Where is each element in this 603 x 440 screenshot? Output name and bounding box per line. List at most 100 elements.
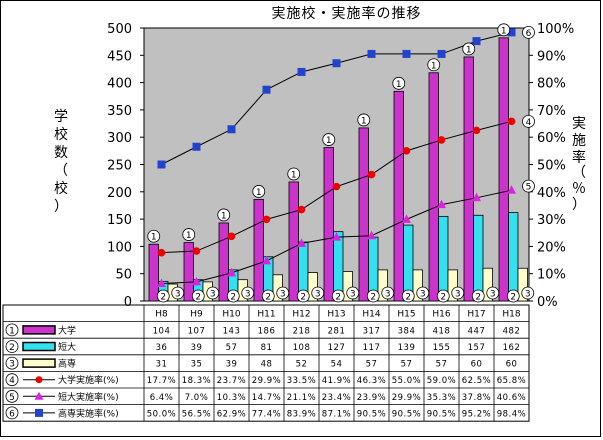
table-cell: 162: [503, 343, 521, 353]
y-right-label: ）: [572, 197, 586, 213]
table-cell: 482: [503, 326, 521, 336]
bar-1: [498, 37, 509, 302]
point-series-5: [472, 192, 481, 202]
legend-marker: 2: [9, 343, 15, 353]
table-cell: 23.7%: [217, 376, 247, 386]
table-cell: 57: [366, 360, 378, 370]
bar-2-marker-circle: [436, 289, 450, 303]
y-right-tick-label: 100%: [537, 22, 574, 37]
point-series-5: [227, 267, 236, 277]
table-cell: 90.5%: [357, 409, 387, 419]
bar-2-marker: 2: [335, 293, 341, 303]
line-6-end-marker-circle: [522, 25, 535, 39]
legend-marker: 4: [9, 376, 15, 386]
bar-2-marker: 2: [230, 293, 236, 303]
legend-marker-circle: [5, 373, 19, 387]
bar-3-marker: 3: [490, 290, 496, 300]
point-series-6: [437, 49, 446, 58]
table-cell: 41.9%: [322, 376, 352, 386]
bar-1: [288, 181, 299, 302]
y-right-label: 率: [572, 149, 586, 166]
legend-point: [35, 408, 43, 417]
point-series-4: [227, 232, 236, 241]
table-cell: 55.0%: [392, 376, 422, 386]
bar-1-marker-circle: [217, 208, 231, 222]
point-series-4: [472, 126, 481, 135]
bar-2-marker-circle: [296, 289, 310, 303]
bar-2-marker-circle: [471, 289, 485, 303]
table-cell: 23.9%: [357, 393, 387, 403]
bar-1-marker: 1: [256, 188, 262, 198]
point-series-4: [262, 215, 271, 224]
y-left-tick-label: 200: [107, 186, 132, 201]
point-series-5: [332, 232, 341, 241]
legend-marker-circle: [5, 340, 19, 353]
bar-2-marker: 2: [440, 293, 446, 303]
y-left-label: 学: [54, 109, 68, 125]
table-cell: 39: [226, 360, 238, 370]
bar-1-marker: 1: [221, 211, 227, 221]
y-right-tick-label: 10%: [537, 268, 566, 283]
table-cell: 65.8%: [497, 376, 527, 386]
y-left-label: 数: [54, 145, 68, 161]
table-cell: 104: [153, 326, 171, 336]
category-label: H8: [155, 310, 168, 320]
table-cell: 23.4%: [322, 393, 352, 403]
point-series-4: [402, 147, 411, 155]
table-cell: 57: [436, 360, 448, 370]
table-cell: 117: [363, 343, 381, 353]
bar-2-marker-circle: [401, 289, 415, 303]
point-series-4: [297, 205, 306, 214]
y-right-tick-label: 20%: [537, 240, 566, 255]
line-5-end-marker-circle: [522, 179, 535, 193]
legend-label: 大学実施率(%): [58, 374, 119, 386]
table-cell: 54: [331, 360, 343, 370]
table-cell: 281: [328, 326, 346, 336]
bar-3-marker: 3: [315, 290, 321, 300]
bar-2-marker-circle: [191, 289, 205, 303]
point-series-5: [262, 255, 271, 265]
point-series-6: [367, 49, 376, 58]
bar-1-marker-circle: [427, 58, 441, 72]
bar-1-marker: 1: [501, 26, 507, 36]
table-cell: 14.7%: [252, 393, 282, 403]
table-cell: 21.1%: [287, 393, 317, 403]
point-series-5: [157, 278, 166, 288]
bar-3-marker-circle: [451, 286, 465, 300]
bar-3: [447, 269, 458, 302]
point-series-6: [192, 142, 201, 151]
point-series-6: [262, 85, 271, 94]
point-series-5: [507, 185, 516, 194]
bar-1-marker: 1: [291, 170, 297, 180]
bar-1: [463, 56, 474, 302]
legend-marker-circle: [5, 389, 19, 403]
table-cell: 127: [328, 343, 346, 353]
y-right-tick-label: 40%: [537, 186, 566, 201]
category-label: H14: [362, 310, 380, 320]
y-right-tick-label: 80%: [537, 77, 566, 92]
table-cell: 447: [468, 326, 486, 336]
category-label: H9: [190, 310, 203, 320]
y-left-label: ）: [54, 199, 68, 215]
table-cell: 155: [433, 343, 451, 353]
table-cell: 186: [258, 326, 276, 336]
bar-1-marker: 1: [151, 233, 157, 243]
table-cell: 29.9%: [392, 393, 422, 403]
point-series-4: [437, 136, 446, 144]
bar-1: [148, 243, 159, 302]
table-cell: 95.2%: [462, 409, 492, 419]
point-series-5: [297, 238, 306, 247]
table-cell: 83.9%: [287, 409, 317, 419]
bar-3-marker: 3: [210, 290, 216, 300]
y-left-tick-label: 500: [107, 22, 132, 37]
table-cell: 6.4%: [150, 393, 174, 403]
bar-2-marker-circle: [226, 289, 240, 303]
point-series-6: [332, 59, 341, 68]
bar-1-marker: 1: [466, 45, 472, 55]
bar-1: [428, 72, 439, 302]
table-cell: 57: [226, 343, 238, 353]
table-cell: 46.3%: [357, 376, 387, 386]
table-cell: 57: [401, 360, 413, 370]
line-6-end-marker: 6: [526, 29, 532, 39]
